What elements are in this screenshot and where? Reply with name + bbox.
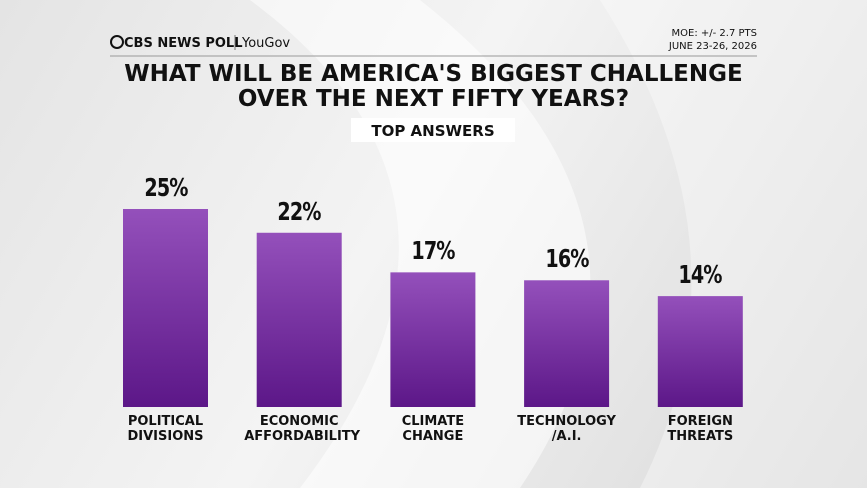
- value-label: 17%: [411, 236, 455, 266]
- value-label: 16%: [544, 244, 589, 274]
- bar: [657, 296, 743, 407]
- value-label: 14%: [678, 260, 723, 290]
- category-label: CLIMATE CHANGE: [401, 414, 465, 444]
- category-label: POLITICAL DIVISIONS: [127, 414, 204, 444]
- bar: [256, 232, 342, 407]
- category-label: ECONOMIC AFFORDABILITY: [244, 414, 361, 444]
- value-label: 25%: [143, 173, 188, 202]
- brand: CBS NEWS POLL: [124, 36, 242, 51]
- moe: MOE: +/- 2.7 PTS: [672, 28, 757, 39]
- dates: JUNE 23-26, 2026: [668, 41, 757, 52]
- bar: [524, 280, 610, 407]
- category-label: FOREIGN THREATS: [667, 414, 734, 444]
- bg-swoosh: [600, 0, 867, 488]
- category-label: TECHNOLOGY /A.I.: [517, 414, 616, 444]
- partner: YouGov: [241, 36, 290, 51]
- cbs-eye: [110, 35, 124, 49]
- subtitle-box: [351, 118, 515, 142]
- subtitle: TOP ANSWERS: [371, 122, 494, 140]
- value-label: 22%: [277, 196, 322, 226]
- bar: [123, 209, 208, 407]
- chart-title: WHAT WILL BE AMERICA'S BIGGEST CHALLENGE…: [124, 61, 743, 112]
- bar: [390, 272, 476, 407]
